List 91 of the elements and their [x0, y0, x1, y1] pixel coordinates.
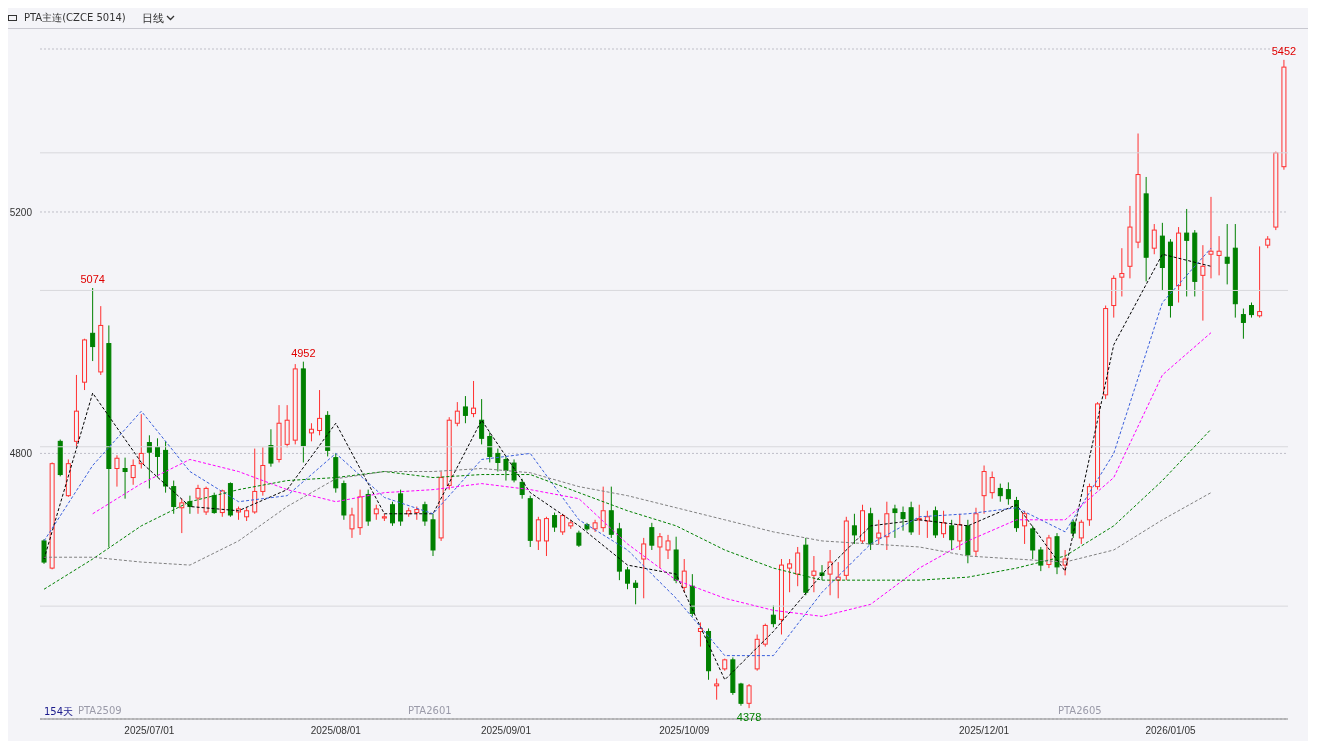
candlestick: [308, 422, 314, 442]
candlestick: [130, 458, 136, 486]
candlestick: [114, 454, 120, 488]
x-tick-label: 2025/08/01: [310, 725, 362, 737]
annotation: 5452: [1271, 44, 1297, 57]
candlestick: [949, 519, 955, 551]
candlestick: [138, 413, 144, 469]
candlestick: [41, 538, 47, 565]
candlestick: [1038, 546, 1044, 572]
candlestick: [454, 401, 460, 427]
candlestick: [268, 428, 274, 468]
candlestick: [608, 486, 614, 539]
candlestick: [997, 483, 1003, 503]
candlestick: [1119, 247, 1125, 297]
x-tick-label: 2026/01/05: [1145, 725, 1196, 737]
candlestick: [1151, 223, 1157, 255]
candlestick: [884, 501, 890, 551]
candlestick: [957, 513, 963, 551]
candlestick: [90, 287, 96, 362]
candlestick: [503, 455, 509, 482]
candlestick: [552, 512, 558, 533]
candlestick: [941, 510, 947, 539]
candlestick: [146, 434, 152, 489]
annotation: 4378: [736, 710, 762, 723]
candlestick: [787, 558, 793, 593]
chart-subtitle: 日线: [141, 10, 164, 26]
candlestick: [681, 558, 687, 593]
candlestick: [827, 549, 833, 596]
candlestick: [714, 678, 720, 701]
candlestick: [811, 555, 817, 593]
annotation: PTA2601: [408, 705, 452, 716]
candlestick: [924, 510, 930, 539]
candlestick: [625, 566, 631, 590]
candlestick: [487, 431, 493, 463]
candlestick: [317, 389, 323, 436]
candlestick: [471, 380, 477, 418]
x-tick-label: 2025/12/01: [959, 725, 1010, 737]
candlestick: [770, 605, 776, 628]
candlestick: [641, 537, 647, 599]
candlestick: [479, 398, 485, 445]
candlestick: [746, 683, 752, 709]
candlestick: [1240, 308, 1246, 340]
candlestick: [1030, 525, 1036, 560]
candlestick: [1208, 196, 1214, 279]
candlestick: [543, 516, 549, 557]
candlestick: [219, 489, 225, 518]
candlestick: [1216, 235, 1222, 276]
candlestick: [1184, 208, 1190, 297]
candlestick: [795, 546, 801, 587]
candlestick: [1005, 481, 1011, 506]
annotation: PTA2509: [78, 705, 122, 716]
candlestick: [154, 437, 160, 479]
line-series: [43, 468, 1212, 566]
chart-title: PTA主连(CZCE 5014): [24, 11, 126, 25]
candlestick: [252, 448, 258, 515]
x-tick-label: 2025/10/09: [659, 725, 710, 737]
candlestick: [422, 501, 428, 527]
candlestick: [535, 516, 541, 551]
candlestick: [851, 513, 857, 545]
annotation: 154天: [44, 705, 74, 719]
candlestick: [876, 519, 882, 545]
candlestick: [762, 623, 768, 648]
candlestick: [195, 484, 201, 515]
candlestick: [389, 501, 395, 527]
annotation: 4952: [291, 346, 316, 359]
candlestick: [179, 498, 185, 534]
candlestick: [649, 522, 655, 551]
y-tick-label: 4800: [9, 447, 33, 459]
candlestick: [1078, 519, 1084, 545]
candlestick: [462, 395, 468, 424]
candlestick: [633, 579, 639, 605]
candlestick: [1257, 245, 1263, 319]
candlestick: [519, 478, 525, 500]
candlestick: [122, 457, 128, 500]
line-series: [92, 332, 1212, 617]
candlestick: [1200, 244, 1206, 322]
candlestick: [665, 534, 671, 560]
candlestick: [892, 504, 898, 539]
annotation: PTA2605: [1058, 705, 1102, 716]
annotation: 5074: [80, 273, 105, 286]
candlestick: [171, 480, 177, 515]
candlestick: [203, 486, 209, 516]
candlestick: [989, 471, 995, 500]
x-tick-label: 2025/07/01: [124, 725, 175, 737]
candlestick: [657, 532, 663, 569]
candlestick: [600, 486, 606, 533]
candlestick: [1224, 223, 1230, 285]
y-tick-label: 5200: [9, 206, 33, 218]
candlestick: [900, 506, 906, 532]
x-tick-label: 2025/09/01: [480, 725, 532, 737]
candlestick: [349, 507, 355, 539]
